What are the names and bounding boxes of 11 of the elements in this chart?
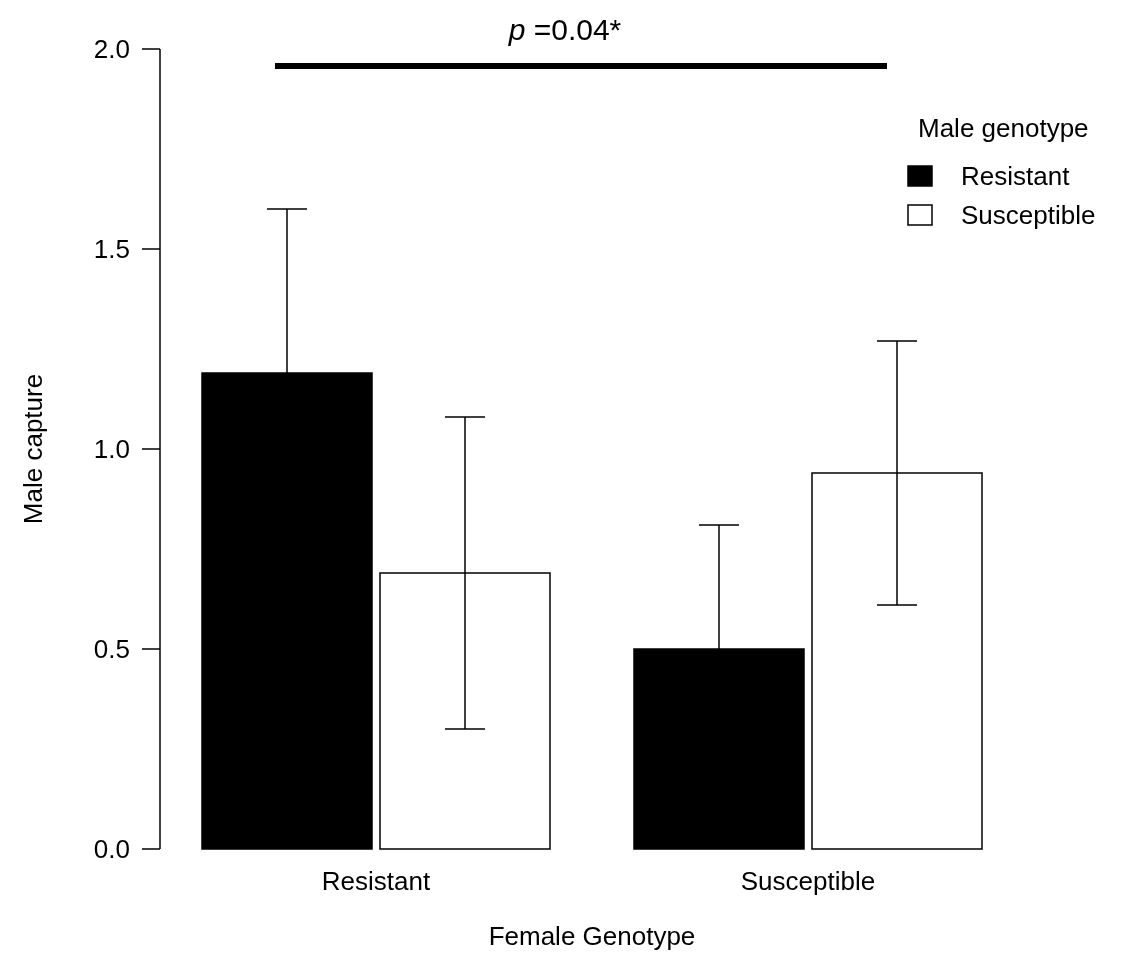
y-tick-label: 2.0 (93, 34, 130, 65)
y-tick-label: 0.5 (93, 634, 130, 665)
text: p =0.04* (507, 13, 622, 46)
y-axis-title: Male capture (18, 373, 48, 525)
x-axis-title: Female Genotype (488, 921, 696, 951)
legend-label: Susceptible (961, 200, 1096, 231)
legend-label: Resistant (961, 161, 1071, 192)
legend-title: Male genotype (918, 113, 1089, 143)
y-tick-label: 1.5 (93, 234, 130, 265)
y-tick-label: 0.0 (93, 834, 130, 865)
y-tick-label: 1.0 (93, 434, 130, 465)
